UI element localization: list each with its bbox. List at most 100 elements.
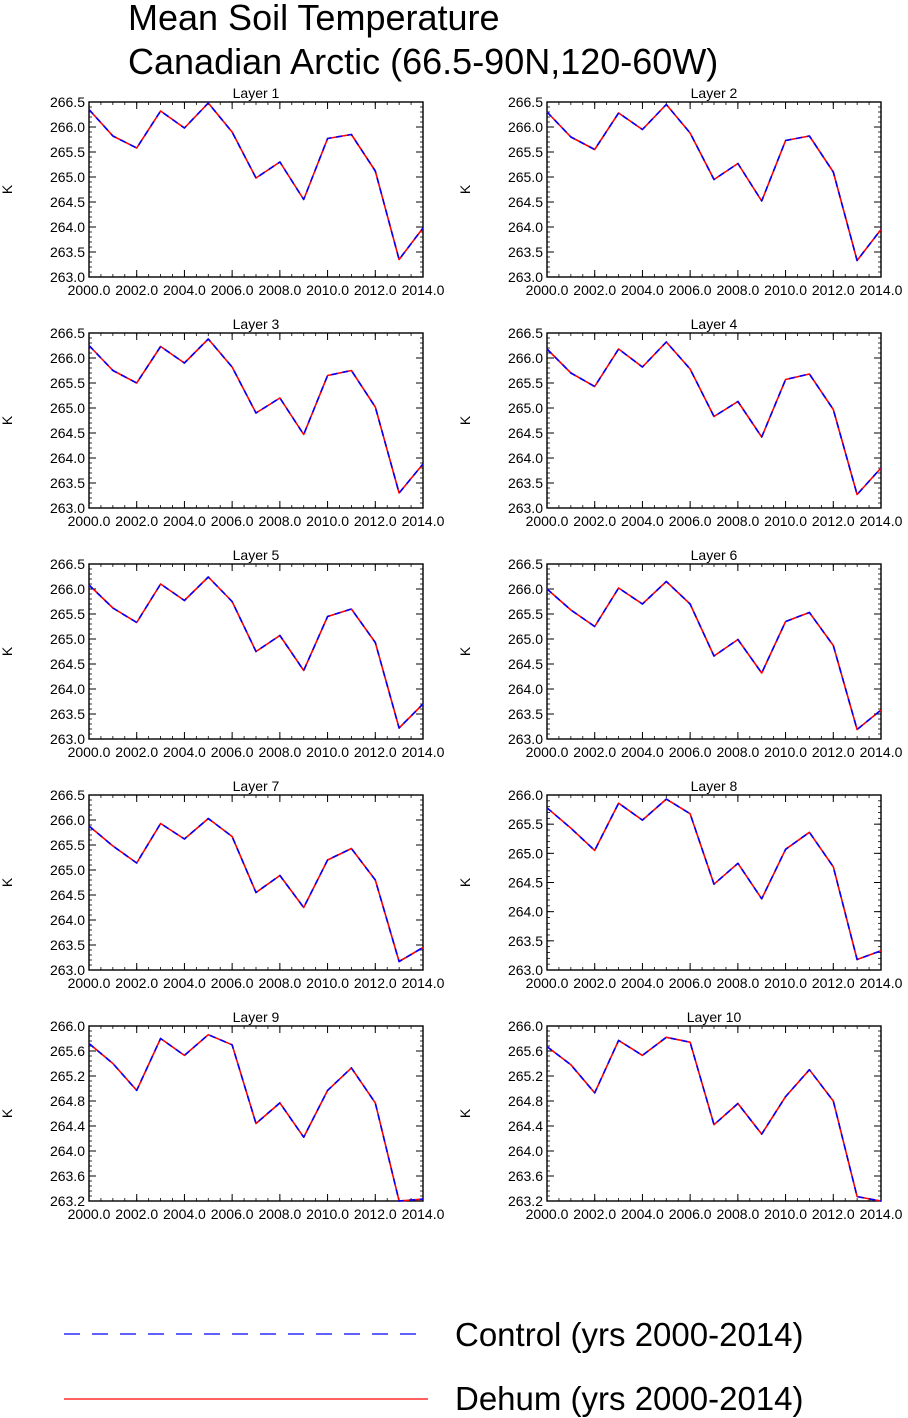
- y-tick-label: 265.0: [50, 862, 85, 878]
- x-tick-label: 2004.0: [621, 282, 664, 298]
- panel-layer-8: Layer 8 K 2000.0 2002.0 2004.0 2006.0 2008.0 20…: [457, 778, 903, 991]
- y-tick-label: 263.2: [50, 1193, 85, 1209]
- x-tick-label: 2004.0: [163, 744, 206, 760]
- x-tick-label: 2014.0: [860, 744, 903, 760]
- plot-frame: [546, 1025, 882, 1202]
- y-tick-label: 263.5: [50, 937, 85, 953]
- x-tick-label: 2012.0: [812, 513, 855, 529]
- x-tick-label: 2004.0: [163, 1206, 206, 1222]
- y-tick-label: 264.0: [508, 450, 543, 466]
- y-tick-label: 263.0: [508, 962, 543, 978]
- y-tick-label: 265.5: [50, 375, 85, 391]
- y-tick-label: 266.0: [508, 119, 543, 135]
- series-control-line: [88, 102, 424, 261]
- x-tick-label: 2002.0: [573, 744, 616, 760]
- panel-title: Layer 7: [233, 778, 280, 794]
- y-tick-label: 266.5: [50, 325, 85, 341]
- x-tick-label: 2012.0: [812, 975, 855, 991]
- x-tick-label: 2010.0: [306, 744, 349, 760]
- series-dehum-line: [88, 102, 424, 261]
- x-tick-label: 2010.0: [764, 744, 807, 760]
- y-axis-label: K: [457, 877, 473, 887]
- y-tick-label: 263.0: [508, 731, 543, 747]
- panel-title: Layer 6: [691, 547, 738, 563]
- x-tick-label: 2008.0: [716, 1206, 759, 1222]
- x-tick-label: 2002.0: [115, 744, 158, 760]
- series-dehum-line: [88, 1033, 424, 1202]
- x-tick-label: 2006.0: [211, 282, 254, 298]
- y-tick-label: 264.5: [508, 656, 543, 672]
- y-tick-label: 266.0: [50, 812, 85, 828]
- y-tick-label: 265.0: [508, 400, 543, 416]
- x-tick-label: 2004.0: [621, 513, 664, 529]
- y-tick-label: 265.2: [50, 1068, 85, 1084]
- plot-frame: [546, 332, 882, 509]
- x-tick-label: 2008.0: [716, 744, 759, 760]
- panel-title: Layer 10: [687, 1009, 742, 1025]
- y-tick-label: 263.0: [50, 269, 85, 285]
- x-tick-label: 2014.0: [860, 513, 903, 529]
- x-tick-label: 2014.0: [402, 1206, 445, 1222]
- panel-title: Layer 8: [691, 778, 738, 794]
- x-tick-label: 2014.0: [860, 282, 903, 298]
- y-tick-label: 266.5: [50, 556, 85, 572]
- x-tick-label: 2000.0: [526, 282, 569, 298]
- panel-title: Layer 1: [233, 85, 280, 101]
- x-tick-label: 2000.0: [526, 975, 569, 991]
- series-control-line: [546, 1036, 882, 1202]
- y-tick-label: 265.5: [508, 144, 543, 160]
- y-tick-label: 264.5: [508, 425, 543, 441]
- x-tick-label: 2006.0: [669, 1206, 712, 1222]
- y-tick-label: 263.5: [50, 706, 85, 722]
- x-tick-label: 2000.0: [526, 744, 569, 760]
- x-tick-label: 2000.0: [526, 1206, 569, 1222]
- series-control-line: [546, 580, 882, 731]
- x-tick-label: 2004.0: [621, 744, 664, 760]
- x-tick-label: 2004.0: [163, 513, 206, 529]
- series-control-line: [546, 103, 882, 262]
- x-tick-label: 2008.0: [258, 282, 301, 298]
- x-tick-label: 2000.0: [68, 975, 111, 991]
- x-tick-label: 2012.0: [812, 744, 855, 760]
- y-tick-label: 266.0: [508, 581, 543, 597]
- panel-title: Layer 4: [691, 316, 738, 332]
- y-tick-label: 265.5: [50, 144, 85, 160]
- x-tick-label: 2010.0: [764, 1206, 807, 1222]
- x-tick-label: 2010.0: [764, 282, 807, 298]
- x-tick-label: 2012.0: [354, 975, 397, 991]
- x-tick-label: 2014.0: [402, 282, 445, 298]
- panel-layer-6: Layer 6 K 2000.0 2002.0 2004.0 2006.0 2008.0 20…: [457, 547, 903, 760]
- panel-title: Layer 9: [233, 1009, 280, 1025]
- x-tick-label: 2012.0: [354, 513, 397, 529]
- x-tick-label: 2008.0: [258, 1206, 301, 1222]
- x-tick-label: 2004.0: [621, 1206, 664, 1222]
- x-tick-label: 2002.0: [573, 282, 616, 298]
- y-tick-label: 263.0: [50, 731, 85, 747]
- x-tick-label: 2002.0: [115, 1206, 158, 1222]
- y-tick-label: 265.5: [508, 606, 543, 622]
- x-tick-label: 2008.0: [258, 975, 301, 991]
- y-tick-label: 265.0: [508, 631, 543, 647]
- series-control-line: [88, 338, 424, 494]
- legend-control-label: Control (yrs 2000-2014): [455, 1316, 804, 1353]
- y-tick-label: 264.4: [508, 1118, 543, 1134]
- y-tick-label: 265.6: [50, 1043, 85, 1059]
- legend: Control (yrs 2000-2014) Dehum (yrs 2000-…: [64, 1316, 804, 1417]
- legend-dehum-label: Dehum (yrs 2000-2014): [455, 1380, 804, 1417]
- y-tick-label: 264.0: [50, 912, 85, 928]
- y-tick-label: 264.5: [50, 887, 85, 903]
- y-tick-label: 263.5: [508, 706, 543, 722]
- x-tick-label: 2002.0: [573, 1206, 616, 1222]
- plot-frame: [546, 563, 882, 740]
- series-dehum-line: [546, 341, 882, 496]
- y-tick-label: 264.4: [50, 1118, 85, 1134]
- y-tick-label: 264.5: [508, 875, 543, 891]
- x-tick-label: 2010.0: [764, 513, 807, 529]
- x-tick-label: 2006.0: [211, 975, 254, 991]
- y-tick-label: 264.0: [50, 1143, 85, 1159]
- x-tick-label: 2002.0: [573, 975, 616, 991]
- plot-frame: [88, 794, 424, 971]
- panel-title: Layer 2: [691, 85, 738, 101]
- y-tick-label: 263.0: [50, 962, 85, 978]
